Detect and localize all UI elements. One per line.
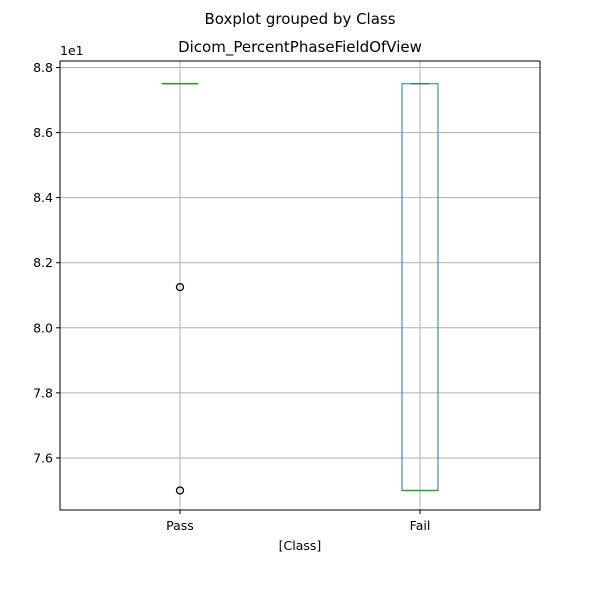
y-tick-label: 8.0 — [33, 320, 53, 335]
axes-frame — [59, 60, 541, 511]
y-tick-label: 8.4 — [33, 190, 53, 205]
outlier-point — [175, 486, 185, 495]
outlier-point — [175, 282, 185, 292]
chart-title: Dicom_PercentPhaseFieldOfView — [178, 38, 422, 57]
y-tick-label: 8.6 — [33, 125, 53, 140]
x-axis-label: [Class] — [279, 538, 322, 553]
x-tick-label: Fail — [410, 518, 431, 533]
y-tick-label: 7.8 — [33, 385, 53, 400]
x-tick-label: Pass — [166, 518, 194, 533]
y-offset-label: 1e1 — [60, 43, 84, 58]
y-tick-label: 8.8 — [33, 60, 53, 75]
y-tick-label: 7.6 — [33, 450, 53, 465]
y-tick-label: 8.2 — [33, 255, 53, 270]
chart-suptitle: Boxplot grouped by Class — [204, 10, 395, 28]
plot-area: 7.6 7.8 8.0 8.2 8.4 8.6 8.8 Pass Fail — [33, 60, 541, 533]
